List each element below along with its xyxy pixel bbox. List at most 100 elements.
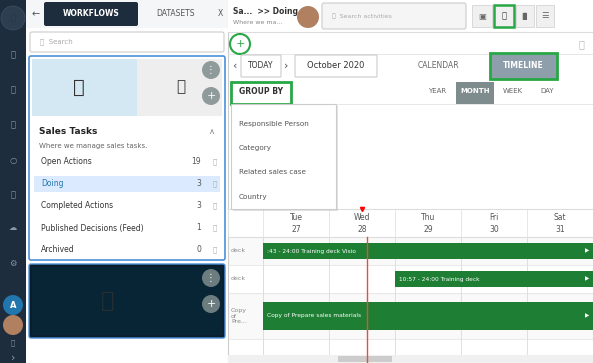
Circle shape xyxy=(202,87,220,105)
Text: ⚙: ⚙ xyxy=(9,258,17,268)
Text: +: + xyxy=(206,91,216,101)
Bar xyxy=(233,106,338,211)
Text: ›: › xyxy=(284,61,288,71)
Bar xyxy=(228,293,593,339)
Text: ▣: ▣ xyxy=(478,12,486,20)
Text: ▶: ▶ xyxy=(585,249,589,253)
Bar xyxy=(494,5,514,27)
Text: DATASETS: DATASETS xyxy=(156,9,195,19)
Bar xyxy=(228,0,593,32)
Text: 🌿: 🌿 xyxy=(73,77,85,97)
Text: WORKFLOWS: WORKFLOWS xyxy=(63,9,119,19)
Text: 🔔: 🔔 xyxy=(213,247,217,253)
Text: 🌆: 🌆 xyxy=(101,291,114,311)
Text: ‹: ‹ xyxy=(232,61,236,71)
Text: 27: 27 xyxy=(291,224,301,233)
Bar xyxy=(263,302,593,330)
Text: 31: 31 xyxy=(555,224,565,233)
Bar xyxy=(231,104,336,209)
Text: Country: Country xyxy=(239,194,267,200)
Bar xyxy=(472,5,492,27)
Text: TIMELINE: TIMELINE xyxy=(503,61,544,70)
Text: Copy of Prepare sales materials: Copy of Prepare sales materials xyxy=(267,314,361,318)
Bar xyxy=(231,82,291,104)
Text: Doing: Doing xyxy=(41,179,63,188)
Text: ▶: ▶ xyxy=(585,314,589,318)
Bar xyxy=(26,0,228,28)
Circle shape xyxy=(1,6,25,30)
Bar xyxy=(26,0,228,363)
Text: 30: 30 xyxy=(489,224,499,233)
Circle shape xyxy=(297,6,319,28)
Text: 3: 3 xyxy=(196,201,201,211)
Text: No
value
set: No value set xyxy=(231,357,248,363)
Circle shape xyxy=(230,34,250,54)
Circle shape xyxy=(3,315,23,335)
Text: 🔔: 🔔 xyxy=(213,181,217,187)
Text: 🔍  Search: 🔍 Search xyxy=(40,39,73,45)
Bar xyxy=(0,0,26,363)
Text: October 2020: October 2020 xyxy=(307,61,365,70)
Text: 📣: 📣 xyxy=(11,86,15,94)
Text: Responsible Person: Responsible Person xyxy=(239,121,309,127)
Text: ▶: ▶ xyxy=(585,277,589,281)
Text: CALENDAR: CALENDAR xyxy=(417,61,459,70)
Text: WEEK: WEEK xyxy=(503,88,523,94)
FancyBboxPatch shape xyxy=(322,3,466,29)
Bar xyxy=(228,339,593,363)
Bar xyxy=(228,265,593,293)
Text: TODAY: TODAY xyxy=(248,61,274,70)
Bar xyxy=(136,59,222,116)
Text: Where we manage sales tasks.: Where we manage sales tasks. xyxy=(39,143,148,149)
Text: ☁: ☁ xyxy=(9,224,17,232)
Text: +: + xyxy=(235,39,245,49)
Text: Related sales case: Related sales case xyxy=(239,170,306,175)
FancyBboxPatch shape xyxy=(29,56,225,260)
Text: Wed: Wed xyxy=(354,212,370,221)
Text: +: + xyxy=(206,299,216,309)
Text: ⋮: ⋮ xyxy=(206,65,216,75)
Text: YEAR: YEAR xyxy=(428,88,446,94)
Text: ∧: ∧ xyxy=(209,127,215,136)
Bar xyxy=(32,59,136,116)
Text: Sat: Sat xyxy=(554,212,566,221)
Text: 1: 1 xyxy=(196,224,201,232)
FancyBboxPatch shape xyxy=(241,55,281,77)
Text: ›: › xyxy=(11,353,15,363)
Text: 🔍: 🔍 xyxy=(11,340,15,346)
Text: MONTH: MONTH xyxy=(460,88,490,94)
Text: 🔔: 🔔 xyxy=(11,13,15,23)
Text: 🔔: 🔔 xyxy=(213,225,217,231)
Text: 19: 19 xyxy=(192,158,201,167)
Text: 📅: 📅 xyxy=(502,12,506,20)
Text: ←: ← xyxy=(32,9,40,19)
FancyBboxPatch shape xyxy=(29,264,225,338)
FancyBboxPatch shape xyxy=(295,55,377,77)
Bar xyxy=(228,209,593,237)
FancyBboxPatch shape xyxy=(30,32,224,52)
Text: Where we ma...: Where we ma... xyxy=(233,20,282,25)
Circle shape xyxy=(3,295,23,315)
Text: Sales Tasks: Sales Tasks xyxy=(39,127,97,136)
Text: 28: 28 xyxy=(357,224,366,233)
Text: Copy
of
Pre...: Copy of Pre... xyxy=(231,308,247,324)
Text: Category: Category xyxy=(239,145,272,151)
FancyBboxPatch shape xyxy=(490,53,557,79)
Circle shape xyxy=(202,269,220,287)
Text: ⋮: ⋮ xyxy=(206,273,216,283)
Text: 29: 29 xyxy=(423,224,433,233)
Text: DAY: DAY xyxy=(540,88,554,94)
Bar xyxy=(516,5,534,27)
Text: 🔔: 🔔 xyxy=(213,159,217,165)
Text: 0: 0 xyxy=(196,245,201,254)
Text: Archived: Archived xyxy=(41,245,75,254)
Text: Published Decisions (Feed): Published Decisions (Feed) xyxy=(41,224,144,232)
Text: :43 - 24:00 Training deck Visio: :43 - 24:00 Training deck Visio xyxy=(267,249,356,253)
Text: Thu: Thu xyxy=(421,212,435,221)
Text: A: A xyxy=(9,301,16,310)
Text: Open Actions: Open Actions xyxy=(41,158,92,167)
Text: Fri: Fri xyxy=(489,212,499,221)
Text: 🔔: 🔔 xyxy=(213,203,217,209)
Bar xyxy=(263,242,593,260)
Circle shape xyxy=(202,61,220,79)
